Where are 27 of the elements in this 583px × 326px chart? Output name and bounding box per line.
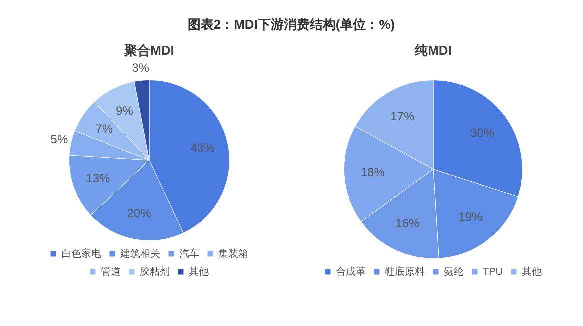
legend-label: 汽车: [180, 248, 200, 260]
legend-label: 其他: [522, 266, 542, 278]
chart-title: 纯MDI: [414, 42, 453, 60]
chart-subtitle: 聚合MDI: [124, 42, 176, 60]
data-label: 3%: [132, 60, 150, 75]
legend-label: 白色家电: [62, 248, 102, 260]
data-label: 9%: [116, 104, 134, 118]
legend-label: 集装箱: [218, 248, 248, 260]
data-label: 5%: [50, 132, 68, 147]
data-label: 13%: [86, 171, 110, 186]
data-label: 20%: [127, 206, 152, 220]
legend-label: 鞋底原料: [385, 266, 425, 278]
data-label: 17%: [390, 110, 415, 124]
legend-label: 建筑相关: [120, 248, 160, 260]
legend-label: TPU: [483, 266, 503, 278]
legend-label: 其他: [189, 266, 209, 278]
data-label: 43%: [190, 140, 216, 155]
data-label: 7%: [96, 122, 114, 136]
legend-label: 合成革: [336, 266, 366, 278]
data-label: 18%: [360, 166, 386, 180]
data-label: 16%: [396, 216, 420, 231]
legend-label: 氨纶: [444, 266, 464, 278]
data-label: 30%: [470, 126, 495, 140]
text: 图表2：MDI下游消费结构(单位：%): [186, 16, 396, 34]
data-label: 19%: [458, 210, 484, 224]
legend-label: 管道: [101, 266, 121, 278]
legend-label: 胶粘剂: [140, 266, 170, 278]
